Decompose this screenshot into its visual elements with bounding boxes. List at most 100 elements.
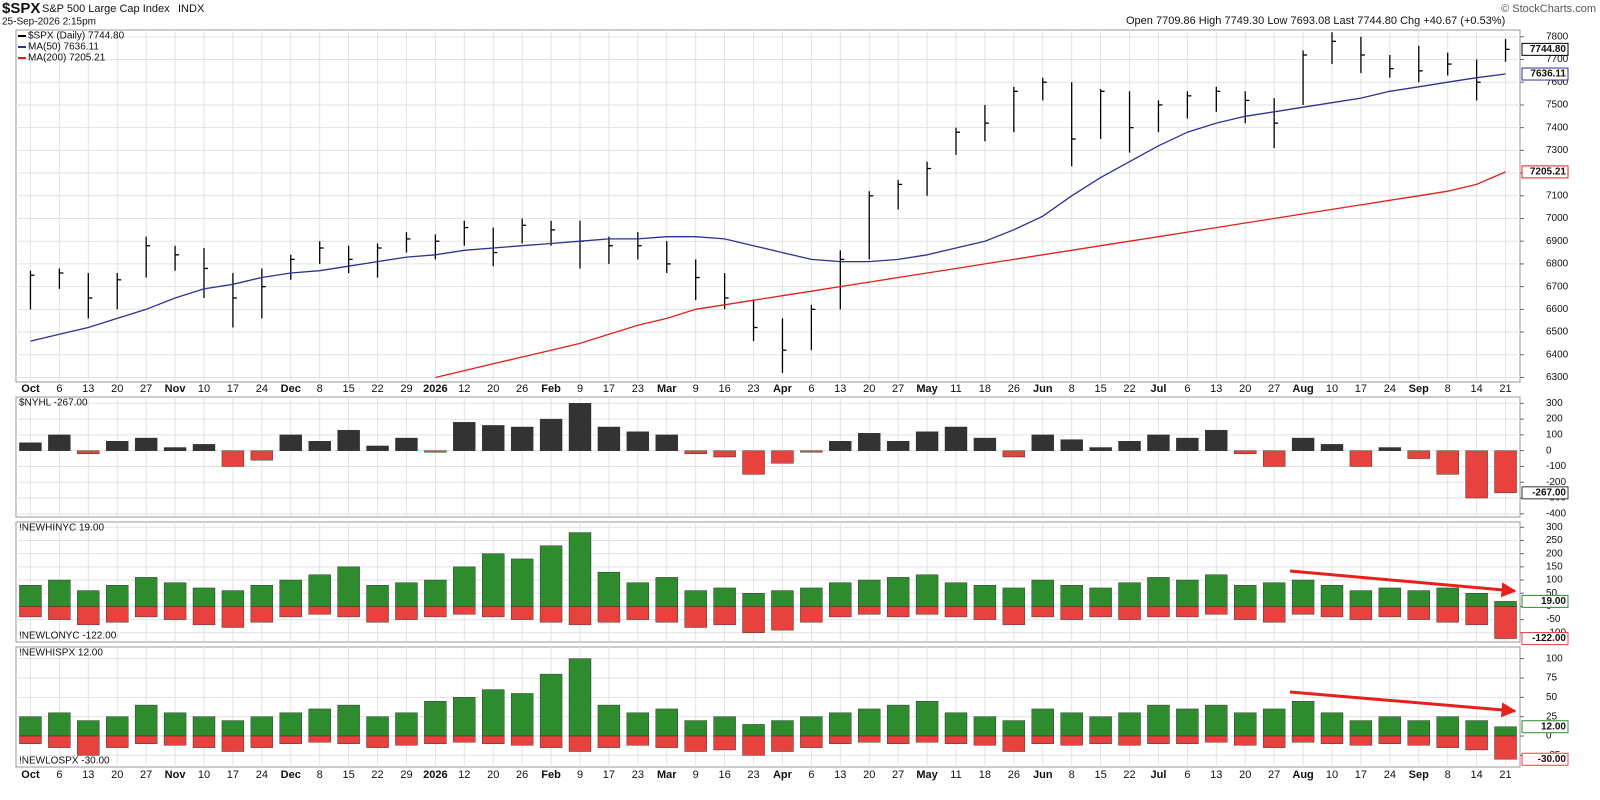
bar [1205, 735, 1228, 743]
x-tick-label: 14 [1470, 383, 1482, 395]
bar [163, 447, 187, 451]
bar [279, 434, 302, 451]
series-label: !NEWLOSPX -30.00 [19, 756, 110, 767]
x-tick-label: 11 [950, 383, 961, 395]
y-tick-label: -50 [1546, 614, 1561, 625]
bar [915, 606, 939, 615]
x-tick-label: 6 [56, 769, 62, 781]
bar [771, 450, 794, 464]
bar [221, 735, 245, 752]
bar [250, 450, 274, 461]
bar [1060, 712, 1083, 737]
x-tick-label: Sep [1409, 383, 1429, 395]
bar [1494, 735, 1517, 760]
bar [510, 606, 534, 620]
bar [48, 579, 71, 607]
panel-background [15, 29, 1521, 383]
bar [655, 606, 678, 623]
x-tick-label: Mar [657, 383, 677, 395]
bar [539, 545, 563, 607]
x-tick-label: 10 [1326, 383, 1338, 395]
x-tick-label: Dec [281, 769, 301, 781]
y-tick-label: 7400 [1546, 122, 1569, 133]
quote-open: Open 7709.86 [1126, 15, 1196, 27]
y-tick-label: 50 [1546, 692, 1558, 703]
bar [539, 673, 563, 737]
bar [568, 606, 592, 626]
bar [482, 425, 505, 451]
bar [337, 566, 360, 607]
x-tick-label: 22 [1123, 769, 1135, 781]
bar [1494, 606, 1517, 639]
bar [1436, 735, 1459, 748]
bar [1407, 720, 1430, 737]
bar [829, 606, 852, 618]
bar [1002, 720, 1026, 737]
bar [915, 735, 939, 743]
bar [944, 426, 968, 451]
bar [1407, 450, 1430, 459]
y-tick-label: 200 [1546, 548, 1563, 559]
bar [742, 606, 765, 633]
series-label: !NEWHISPX 12.00 [19, 648, 103, 659]
bar [886, 441, 910, 451]
bar [684, 590, 707, 607]
x-tick-label: 21 [1499, 383, 1511, 395]
x-tick-label: 27 [140, 769, 152, 781]
bar [250, 716, 274, 737]
y-tick-label: 7100 [1546, 190, 1569, 201]
x-tick-label: 17 [227, 769, 239, 781]
bar [250, 735, 274, 748]
bar [482, 553, 505, 607]
bar [395, 606, 418, 620]
bar [771, 735, 794, 752]
x-tick-label: 13 [834, 383, 846, 395]
bar [308, 606, 331, 615]
bar [915, 700, 939, 737]
bar [1002, 606, 1026, 626]
x-tick-label: 23 [632, 769, 644, 781]
bar [771, 720, 794, 737]
x-tick-label: 24 [256, 769, 268, 781]
bar [1320, 606, 1344, 618]
bar [106, 716, 129, 737]
symbol: $SPX [2, 0, 40, 17]
bar [192, 606, 216, 626]
bar [48, 735, 71, 748]
x-tick-label: 17 [1355, 383, 1367, 395]
x-tick-label: 27 [140, 383, 152, 395]
bar [886, 577, 910, 607]
bar [1494, 450, 1517, 494]
bar [19, 735, 42, 744]
x-tick-label: Oct [21, 769, 40, 781]
bar [597, 426, 621, 451]
x-tick-label: 14 [1470, 769, 1482, 781]
x-tick-label: Nov [165, 383, 187, 395]
y-tick-label: -400 [1546, 508, 1566, 519]
x-tick-label: 6 [808, 769, 814, 781]
bar [568, 735, 592, 752]
x-tick-label: 23 [632, 383, 644, 395]
bar [1436, 450, 1459, 475]
x-tick-label: 8 [1445, 383, 1451, 395]
bar [597, 704, 621, 737]
x-tick-label: 27 [1268, 383, 1280, 395]
bar [48, 712, 71, 737]
x-tick-label: Sep [1409, 769, 1429, 781]
bar [829, 735, 852, 744]
x-tick-label: 12 [458, 769, 470, 781]
bar [1349, 606, 1373, 620]
value-tag: -30.00 [1538, 754, 1567, 765]
bar [1291, 606, 1315, 615]
bar [163, 712, 187, 737]
quote-high: High 7749.30 [1199, 15, 1264, 27]
bar [800, 450, 823, 453]
bar [134, 437, 158, 451]
x-tick-label: Feb [541, 769, 561, 781]
bar [742, 735, 765, 756]
bar [1436, 587, 1459, 607]
y-tick-label: 6300 [1546, 372, 1569, 383]
bar [1002, 450, 1026, 458]
bar [192, 444, 216, 451]
bar [944, 735, 968, 744]
